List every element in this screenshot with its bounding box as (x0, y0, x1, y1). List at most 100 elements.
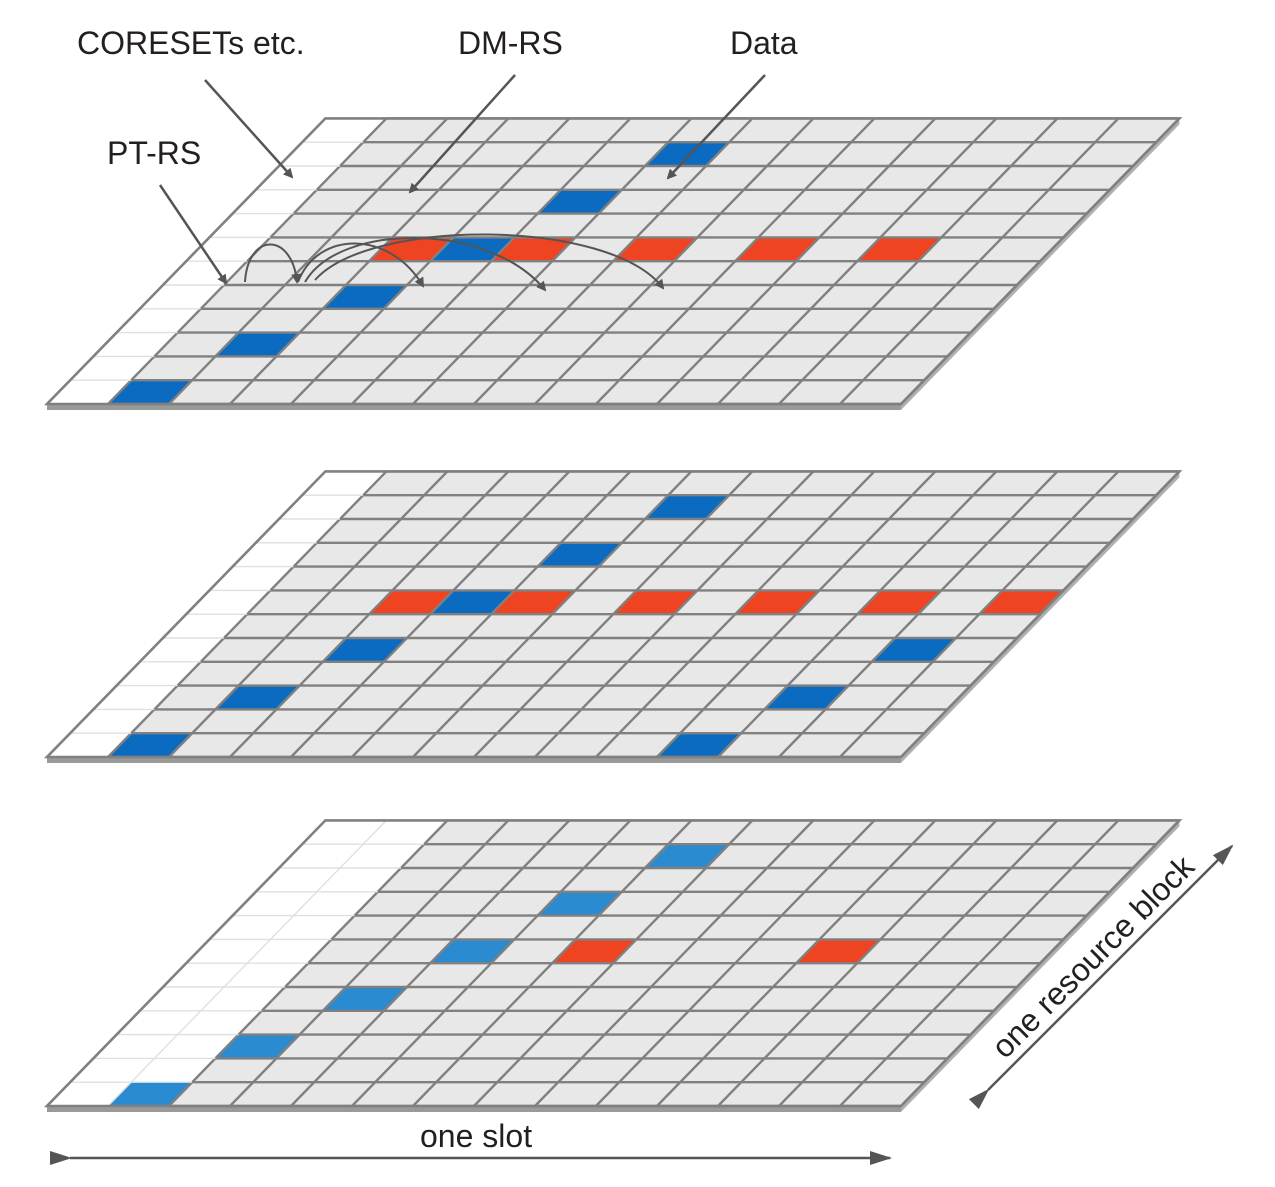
data-cell (802, 709, 887, 734)
data-cell (880, 213, 965, 238)
data-cell (787, 308, 872, 333)
grid-outline (43, 819, 1183, 1108)
data-cell (680, 1058, 765, 1083)
data-cell (453, 213, 538, 238)
data-cell (674, 590, 759, 615)
data-cell (169, 1082, 254, 1106)
data-cell (726, 661, 811, 686)
data-cell (543, 661, 628, 686)
data-cell (413, 380, 498, 404)
data-cell (346, 614, 431, 638)
data-cell (293, 542, 378, 567)
data-cell (276, 1034, 361, 1059)
data-cell (291, 733, 376, 757)
data-cell (825, 1034, 910, 1059)
data-cell (764, 1034, 849, 1059)
data-cell (781, 189, 866, 214)
coresets-pointer-arrow (204, 79, 294, 179)
data-cell (865, 519, 950, 543)
data-cell (485, 118, 570, 143)
dmrs-cell (108, 380, 193, 404)
data-cell (407, 963, 492, 987)
data-cell (743, 868, 828, 892)
data-cell (703, 685, 788, 710)
data-cell (718, 380, 803, 404)
data-cell (401, 495, 486, 519)
data-cell (680, 709, 765, 734)
data-cell (657, 1082, 742, 1106)
data-cell (331, 915, 416, 940)
data-cell (674, 237, 759, 262)
data-cell (1025, 189, 1110, 214)
data-cell (253, 709, 338, 734)
data-cell (596, 380, 681, 404)
ptrs-cell (735, 590, 820, 615)
data-cell (363, 118, 448, 143)
control-cell (255, 166, 340, 190)
data-cell (607, 471, 692, 496)
data-cell (413, 733, 498, 757)
control-cell (93, 1034, 178, 1059)
data-cell (627, 638, 712, 662)
data-cell (842, 542, 927, 567)
ptrs-cell (552, 939, 637, 964)
data-cell (912, 471, 997, 496)
data-cell (352, 1082, 437, 1106)
data-cell (154, 685, 239, 710)
data-cell (459, 685, 544, 710)
data-cell (558, 356, 643, 381)
dmrs-cell (645, 495, 730, 519)
data-cell (932, 638, 1017, 662)
data-cell (415, 189, 500, 214)
panel-top (43, 117, 1183, 411)
data-cell (659, 189, 744, 214)
hop-arrow-4 (314, 233, 665, 290)
data-cell (230, 380, 315, 404)
data-cell (261, 638, 346, 662)
ptrs-cell (491, 237, 576, 262)
data-cell (863, 356, 948, 381)
data-cell (270, 213, 355, 238)
data-cell (584, 142, 669, 166)
ptrs-cell (613, 590, 698, 615)
data-cell (424, 471, 509, 496)
data-cell (804, 868, 889, 892)
grid-front-edge (47, 1106, 901, 1112)
data-cell (1002, 566, 1087, 591)
data-cell (192, 356, 277, 381)
data-cell (308, 939, 393, 964)
data-cell (834, 614, 919, 638)
data-cell (802, 1058, 887, 1083)
data-cell (581, 685, 666, 710)
data-cell (581, 1034, 666, 1059)
data-cell (474, 380, 559, 404)
data-cell (674, 939, 759, 964)
data-cell (444, 285, 529, 309)
data-cell (424, 820, 509, 845)
data-cell (566, 987, 651, 1011)
dmrs-cell (322, 987, 407, 1011)
data-cell (636, 213, 721, 238)
data-cell (462, 844, 547, 868)
data-cell (360, 661, 445, 686)
data-cell (1011, 142, 1096, 166)
data-cell (697, 566, 782, 591)
data-cell (584, 844, 669, 868)
control-cell (270, 915, 355, 940)
data-cell (453, 915, 538, 940)
grid-front-edge (47, 404, 901, 410)
data-cell (749, 285, 834, 309)
data-cell (918, 590, 1003, 615)
data-cell (773, 963, 858, 987)
data-cell (741, 709, 826, 734)
data-cell (421, 1010, 506, 1035)
hop-arrow-2 (297, 242, 425, 288)
data-cell (169, 380, 254, 404)
data-cell (665, 308, 750, 333)
data-cell (604, 661, 689, 686)
data-cell (520, 1034, 605, 1059)
data-cell (682, 868, 767, 892)
data-cell (438, 868, 523, 892)
data-cell (468, 963, 553, 987)
data-cell (804, 166, 889, 190)
